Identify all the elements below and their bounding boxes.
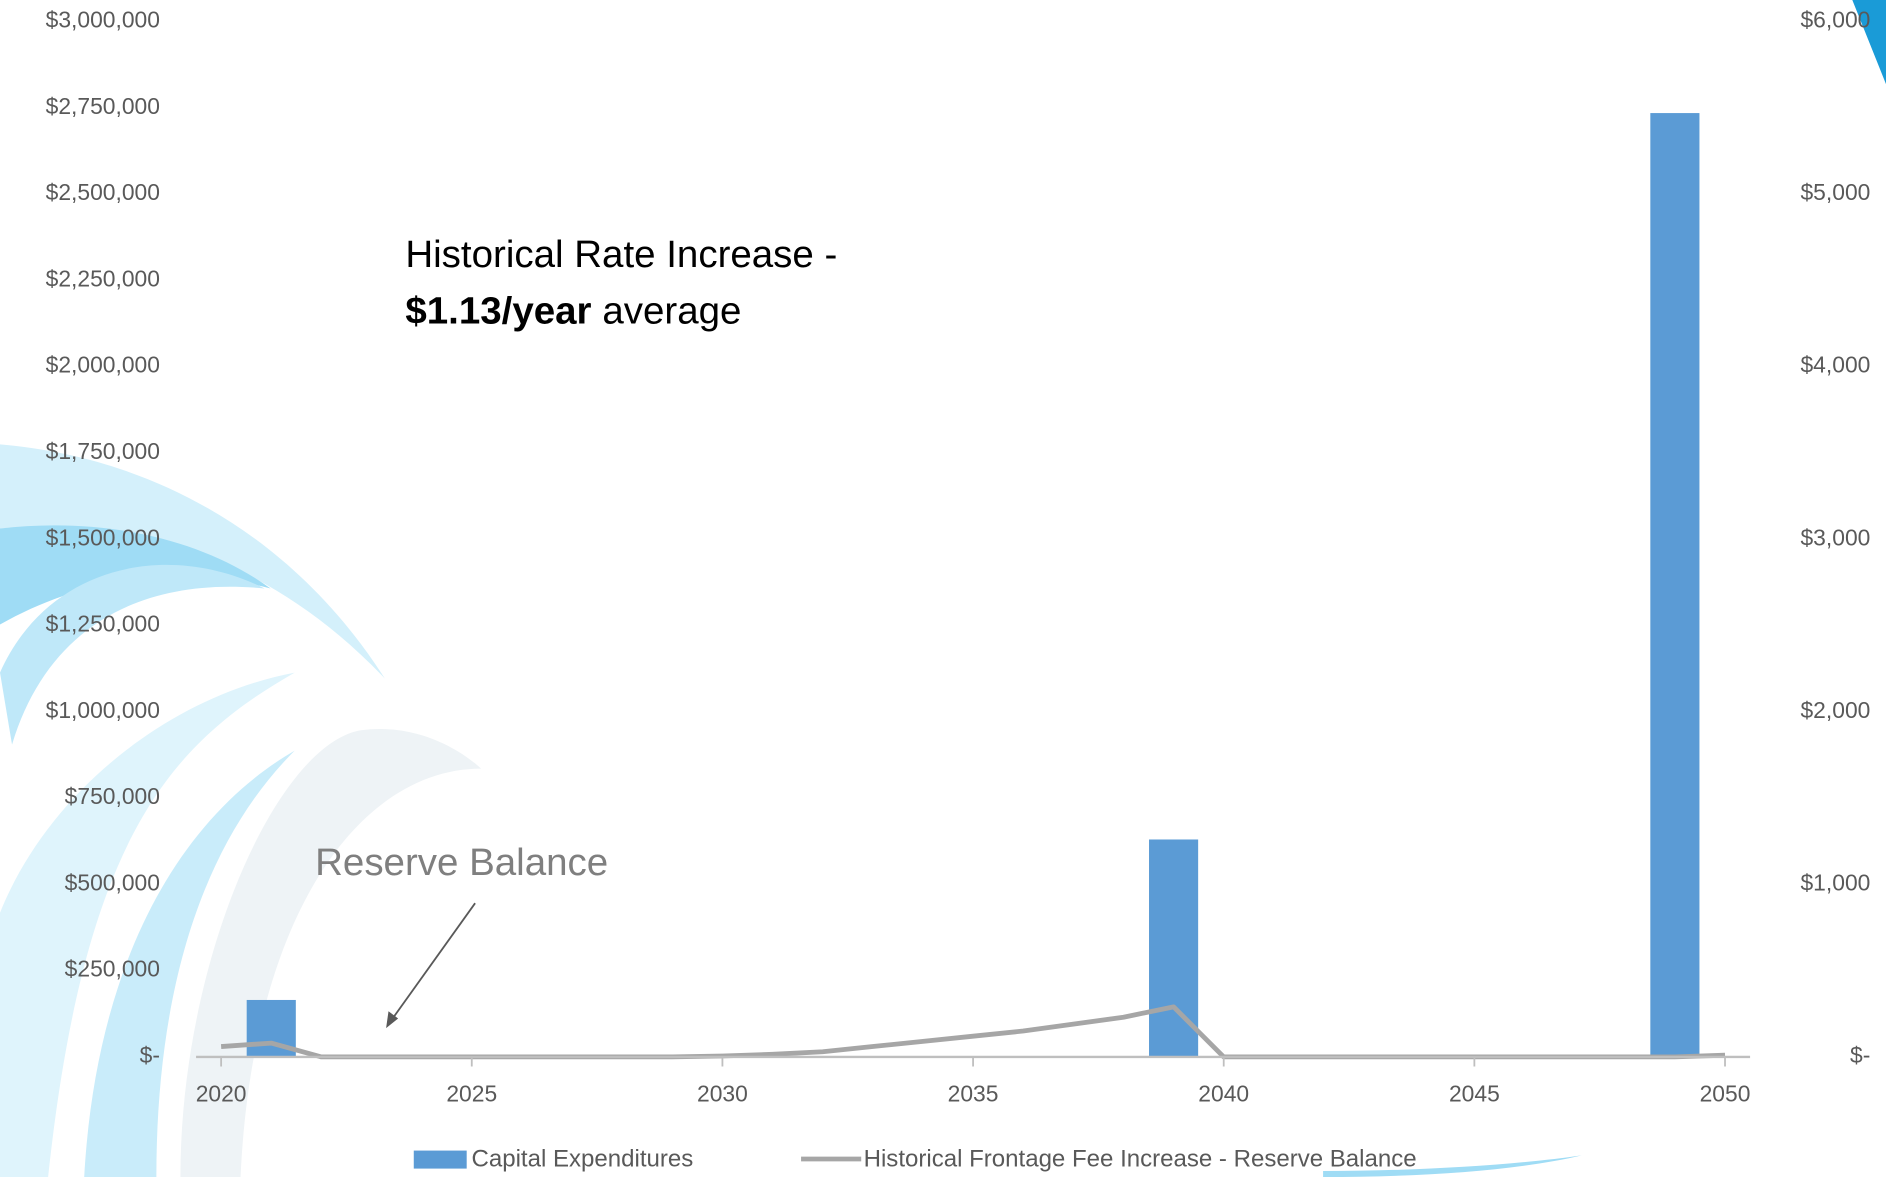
y2-tick-label: $6,000: [1800, 7, 1870, 33]
legend-swatch: [413, 1150, 467, 1169]
y-tick-label: $750,000: [65, 783, 160, 809]
y-tick-label: $1,250,000: [46, 611, 160, 637]
x-tick-label: 2025: [446, 1080, 497, 1106]
line: [220, 1004, 1726, 1060]
legend-label: Capital Expenditures: [472, 1146, 694, 1173]
y-tick-label: $3,000,000: [46, 7, 160, 33]
x-tick-label: 2050: [1700, 1080, 1751, 1106]
y2-tick-label: $2,000: [1800, 697, 1870, 723]
y-tick-label: $1,000,000: [46, 697, 160, 723]
annotation: $1.13/year average: [405, 290, 741, 333]
bar: [1650, 113, 1700, 1057]
x-tick-label: 2045: [1449, 1080, 1500, 1106]
y2-tick-label: $1,000: [1800, 869, 1870, 895]
y-tick-label: $250,000: [65, 956, 160, 982]
y-tick-label: $1,750,000: [46, 438, 160, 464]
y2-tick-label: $5,000: [1800, 179, 1870, 205]
y-tick-label: $2,000,000: [46, 352, 160, 378]
annotation: Historical Rate Increase -: [405, 233, 837, 276]
y-tick-label: $2,250,000: [46, 265, 160, 291]
legend: Capital Expenditures Historical Frontage…: [413, 1146, 1417, 1173]
annotation-bold: $1.13/year: [405, 290, 591, 333]
y-tick-label: $-: [140, 1042, 160, 1068]
annotation: Reserve Balance: [315, 841, 608, 884]
y2-tick-label: $3,000: [1800, 524, 1870, 550]
y2-tick-label: $4,000: [1800, 352, 1870, 378]
x-tick-label: 2040: [1198, 1080, 1249, 1106]
x-tick-label: 2035: [948, 1080, 999, 1106]
y-tick-label: $1,500,000: [46, 524, 160, 550]
x-tick-label: 2030: [697, 1080, 748, 1106]
y-tick-label: $500,000: [65, 869, 160, 895]
y-tick-label: $2,500,000: [46, 179, 160, 205]
x-tick-label: 2020: [196, 1080, 247, 1106]
arrow: [386, 902, 476, 1029]
y-tick-label: $2,750,000: [46, 93, 160, 119]
legend-label: Historical Frontage Fee Increase - Reser…: [864, 1146, 1417, 1173]
annotation-rest: average: [602, 290, 741, 333]
y2-tick-label: $-: [1850, 1042, 1870, 1068]
